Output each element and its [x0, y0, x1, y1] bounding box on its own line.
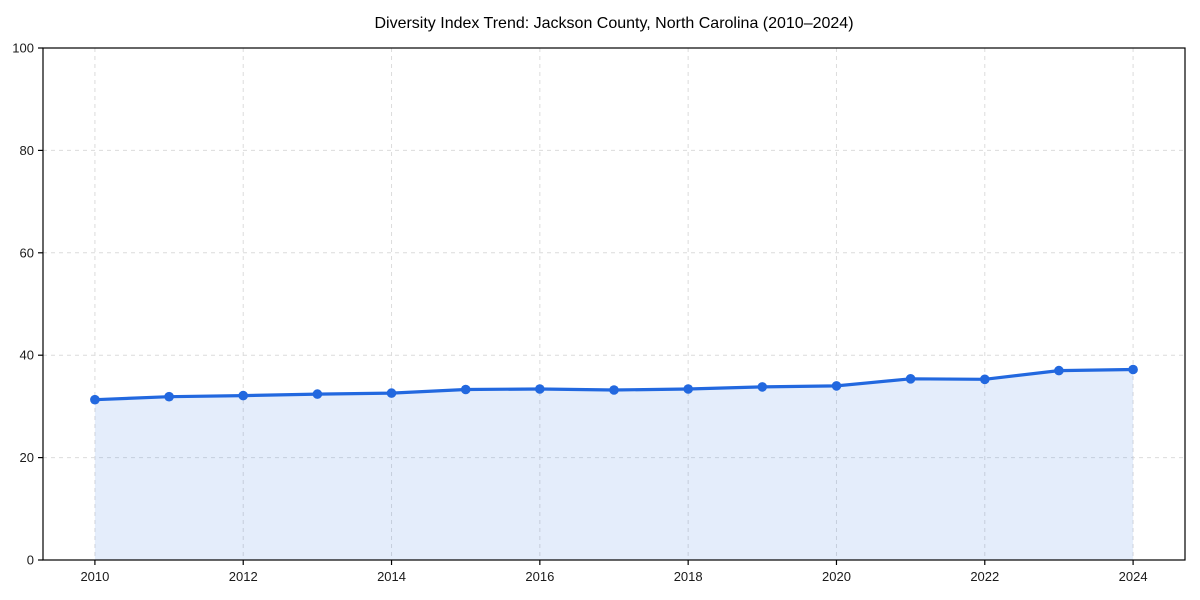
data-point [905, 374, 916, 384]
plot-border [42, 47, 1186, 561]
x-tick-label: 2012 [229, 569, 258, 584]
chart-title: Diversity Index Trend: Jackson County, N… [374, 15, 853, 32]
x-tick-label: 2024 [1119, 569, 1148, 584]
y-tick-label: 0 [27, 553, 34, 568]
area-fill [94, 369, 1134, 560]
data-point [535, 384, 545, 394]
x-tick-label: 2022 [970, 569, 999, 584]
y-tick-label: 20 [20, 450, 34, 465]
y-tick-label: 80 [20, 143, 34, 158]
data-point [90, 394, 100, 405]
data-point [238, 390, 248, 401]
data-point [460, 384, 471, 395]
x-tick-label: 2020 [822, 569, 851, 584]
data-point [757, 382, 768, 392]
data-point [980, 374, 990, 385]
data-point [312, 389, 323, 399]
data-point [683, 384, 693, 394]
data-point [386, 388, 397, 398]
x-tick-label: 2010 [80, 569, 109, 584]
x-tick-label: 2014 [377, 569, 406, 584]
data-point [831, 381, 842, 391]
y-tick-label: 40 [20, 348, 34, 363]
series-layer [90, 364, 1138, 560]
x-tick-label: 2016 [525, 569, 554, 584]
data-point [164, 391, 174, 402]
axis-layer: 0 20 40 60 80 100 2010 2012 2014 2016 2018 2020 2022… [12, 41, 1186, 584]
y-tick-label: 60 [20, 245, 34, 260]
data-point [1128, 364, 1138, 375]
y-tick-label: 100 [12, 41, 34, 56]
x-tick-label: 2018 [674, 569, 703, 584]
data-point [609, 385, 619, 395]
data-point [1054, 365, 1064, 376]
